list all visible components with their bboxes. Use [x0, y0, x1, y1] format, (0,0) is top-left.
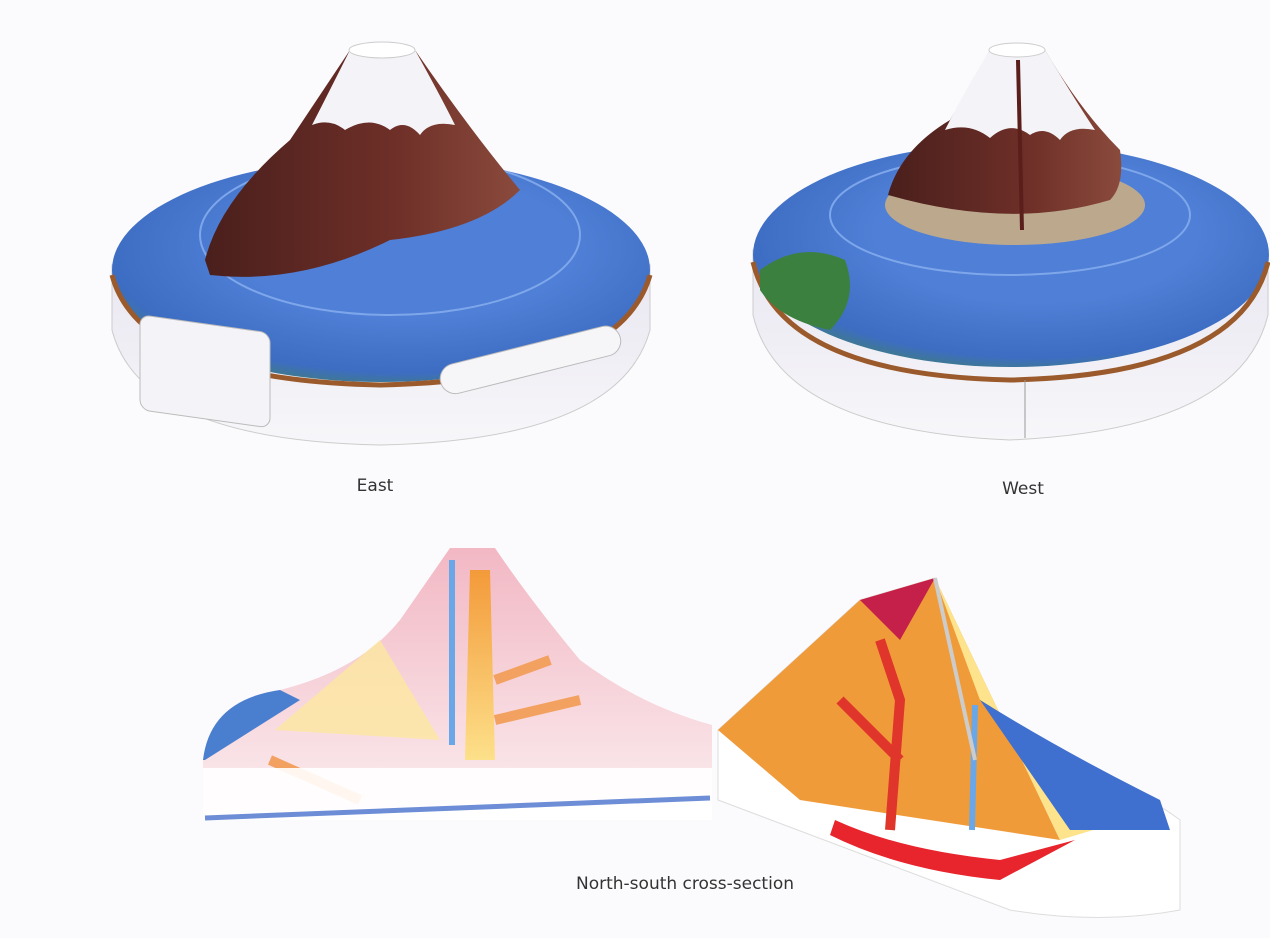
cross-section-model [203, 548, 1181, 918]
west-model [750, 42, 1270, 441]
east-model [109, 41, 653, 446]
cross-section-label: North-south cross-section [576, 874, 794, 894]
east-label: East [357, 476, 394, 496]
west-label: West [1002, 479, 1044, 499]
